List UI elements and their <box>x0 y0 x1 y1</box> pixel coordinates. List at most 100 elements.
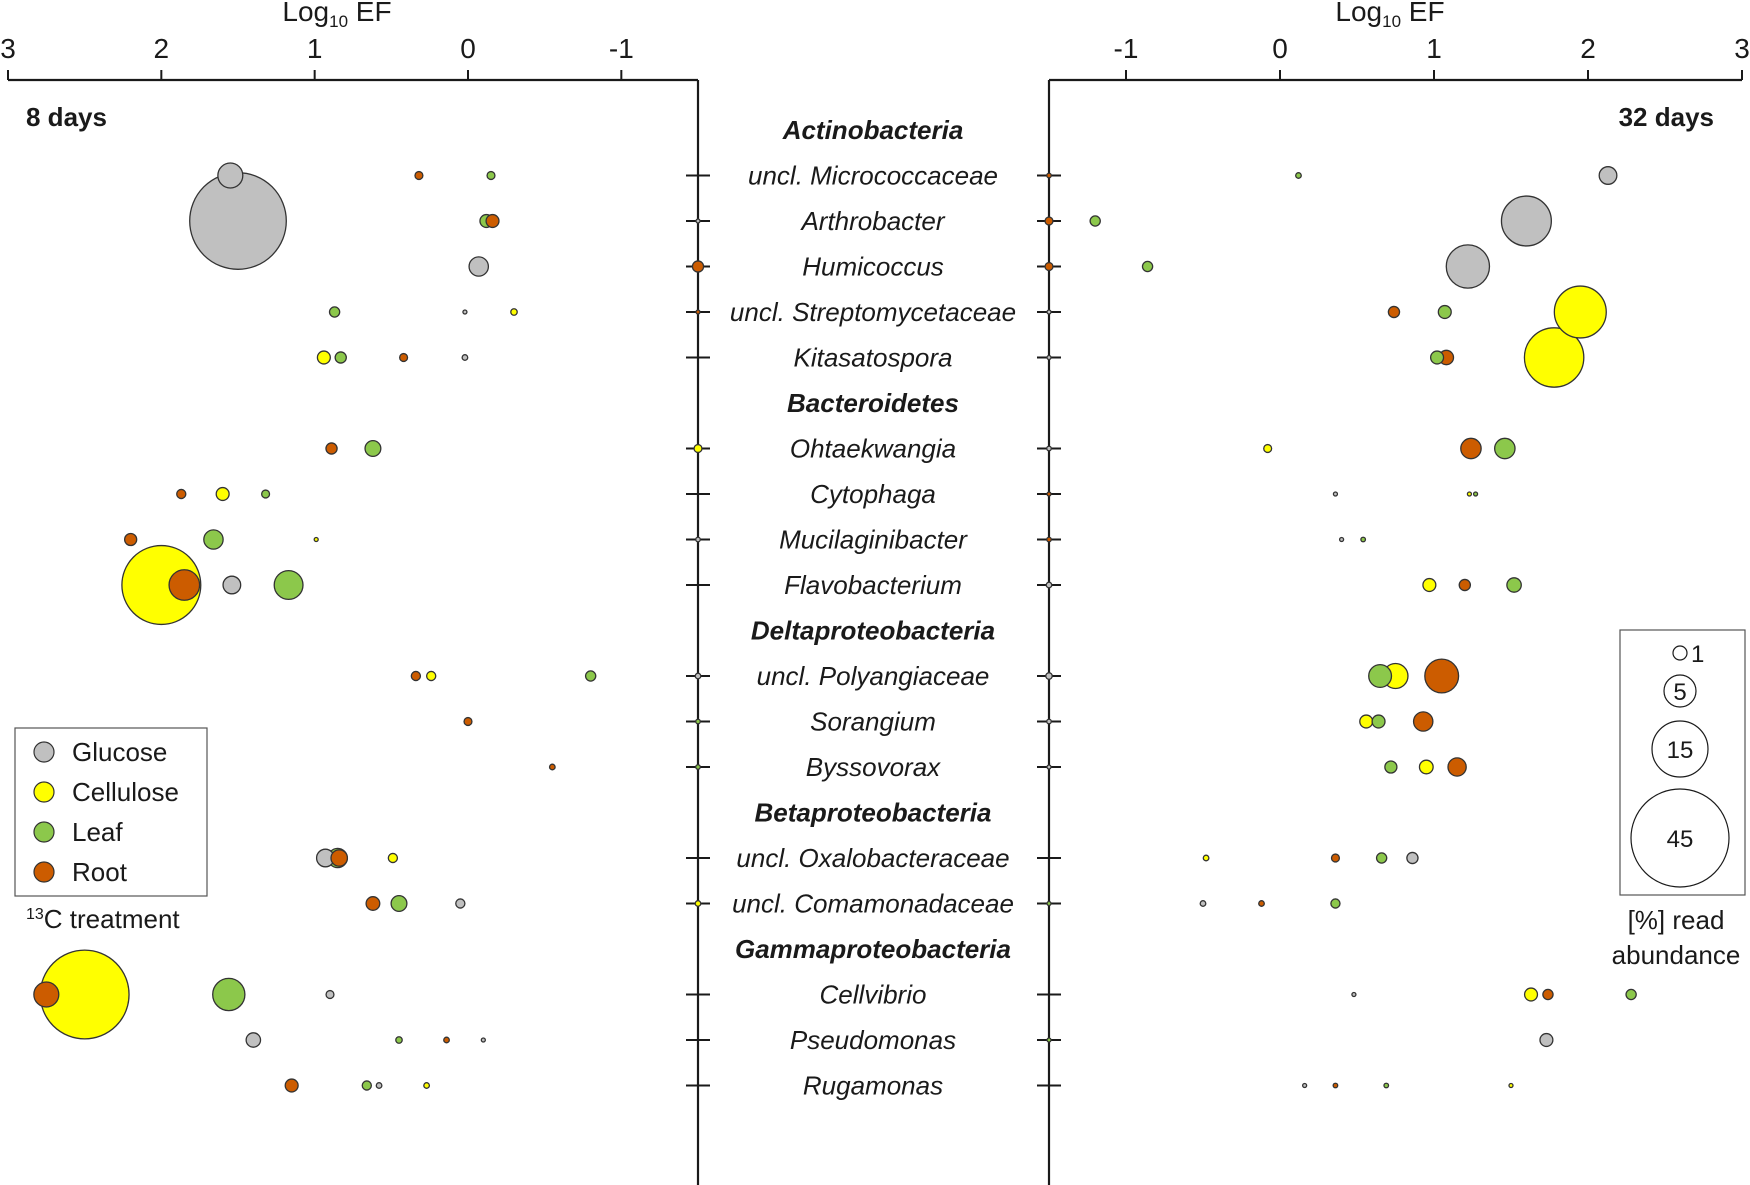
right-x-tick-label: 2 <box>1580 33 1596 64</box>
bubble-32d-uncl-streptomycetaceae-cellulose <box>1553 285 1607 339</box>
bubble-8d-uncl-polyangiaceae-leaf <box>584 670 597 682</box>
bubble-8d-flavobacterium-cellulose <box>121 544 202 626</box>
bubble-8d-uncl-streptomycetaceae-leaf <box>328 306 341 318</box>
x-axis-ticks: 3 2 1 0 -1 -1 0 1 2 3 <box>0 33 1750 80</box>
bubble-32d-rugamonas-root <box>1332 1082 1339 1089</box>
left-panel-label: 8 days <box>26 102 107 132</box>
bubble-8d-uncl-comamonadaceae-cellulose <box>694 900 702 907</box>
bubble-8d-mucilaginibacter-cellulose <box>313 536 319 543</box>
right-x-tick-label: 3 <box>1734 33 1750 64</box>
phylum-label: Bacteroidetes <box>787 388 959 418</box>
right-panel-label: 32 days <box>1619 102 1714 132</box>
bubble-32d-humicoccus-leaf <box>1141 260 1154 273</box>
bubble-32d-flavobacterium-leaf <box>1506 577 1522 593</box>
bubble-32d-cytophaga-glucose <box>1332 491 1339 497</box>
bubble-8d-humicoccus-glucose <box>468 256 490 277</box>
left-x-tick-label: 0 <box>460 33 476 64</box>
bubble-32d-mucilaginibacter-glucose <box>1338 536 1345 543</box>
bubble-8d-cellvibrio-leaf <box>212 977 246 1012</box>
bubble-8d-uncl-streptomycetaceae-glucose <box>462 309 468 315</box>
bubble-32d-rugamonas-glucose <box>1301 1082 1308 1089</box>
bubble-8d-pseudomonas-glucose <box>245 1032 262 1048</box>
phylum-label: Deltaproteobacteria <box>751 616 995 646</box>
bubble-8d-uncl-polyangiaceae-root <box>410 670 422 682</box>
taxon-label: Cellvibrio <box>820 980 927 1010</box>
legend-label-leaf: Leaf <box>72 817 123 847</box>
bubble-32d-cellvibrio-root <box>1542 988 1554 1001</box>
bubbles-8-days <box>33 162 705 1093</box>
bubble-8d-uncl-micrococcaceae-root <box>414 170 424 181</box>
bubble-32d-uncl-polyangiaceae-glucose <box>1045 672 1053 680</box>
bubble-32d-kitasatospora-leaf <box>1429 350 1445 365</box>
left-axis-title: Log10 EF <box>282 0 391 31</box>
bubble-8d-uncl-comamonadaceae-glucose <box>455 898 466 909</box>
bubble-8d-pseudomonas-leaf <box>395 1036 403 1044</box>
bubble-8d-arthrobacter-glucose <box>189 172 287 270</box>
bubble-8d-flavobacterium-root <box>168 569 201 601</box>
bubble-8d-kitasatospora-glucose <box>461 354 469 361</box>
bubble-8d-pseudomonas-root <box>443 1036 450 1044</box>
bubble-8d-uncl-micrococcaceae-glucose <box>217 162 244 189</box>
taxon-label: Flavobacterium <box>784 570 962 600</box>
bubble-8d-kitasatospora-leaf <box>334 351 347 364</box>
left-x-tick-label: -1 <box>609 33 634 64</box>
bubble-8d-mucilaginibacter-root <box>123 532 138 547</box>
bubble-32d-uncl-streptomycetaceae-leaf <box>1437 304 1452 320</box>
bubble-32d-mucilaginibacter-leaf <box>1360 536 1367 543</box>
size-legend-label-1: 1 <box>1691 641 1704 668</box>
bubble-32d-flavobacterium-root <box>1458 578 1472 592</box>
left-x-tick-label: 3 <box>0 33 16 64</box>
bubble-32d-uncl-comamonadaceae-leaf <box>1046 900 1052 907</box>
bubble-32d-cytophaga-root <box>1046 491 1052 497</box>
size-legend-label-45: 45 <box>1667 826 1694 853</box>
bubble-8d-humicoccus-root <box>691 260 705 273</box>
bubble-8d-mucilaginibacter-glucose <box>695 536 701 543</box>
size-legend-label-15: 15 <box>1667 737 1694 764</box>
bubble-32d-flavobacterium-glucose <box>1045 581 1053 589</box>
right-x-tick-label: 0 <box>1272 33 1288 64</box>
phylum-label: Actinobacteria <box>782 115 964 145</box>
right-x-tick-label: -1 <box>1114 33 1139 64</box>
bubble-32d-sorangium-root <box>1412 711 1434 732</box>
bubble-8d-uncl-oxalobacteraceae-root <box>330 849 349 867</box>
bubble-32d-uncl-polyangiaceae-root <box>1424 658 1460 694</box>
legend-label-root: Root <box>72 857 128 887</box>
size-legend-caption-line1: [%] read <box>1628 905 1725 935</box>
taxon-label: Arthrobacter <box>799 206 945 236</box>
taxon-label: uncl. Streptomycetaceae <box>730 297 1016 327</box>
legend-label-glucose: Glucose <box>72 737 167 767</box>
legend-caption: 13C treatment <box>26 904 180 934</box>
bubble-32d-cellvibrio-glucose <box>1351 991 1357 998</box>
legend-marker-leaf <box>33 821 55 843</box>
legend-marker-glucose <box>33 741 55 763</box>
bubble-32d-uncl-oxalobacteraceae-cellulose <box>1202 854 1210 862</box>
bubble-8d-uncl-polyangiaceae-glucose <box>694 672 702 680</box>
bubble-32d-humicoccus-glucose <box>1445 244 1491 289</box>
bubble-8d-arthrobacter-root <box>485 213 500 229</box>
bubble-32d-ohtaekwangia-leaf <box>1494 437 1516 460</box>
bubble-8d-uncl-comamonadaceae-root <box>365 896 381 911</box>
right-x-tick-label: 1 <box>1426 33 1442 64</box>
bubble-32d-ohtaekwangia-root <box>1460 437 1482 460</box>
bubble-8d-pseudomonas-glucose <box>480 1037 486 1043</box>
bubble-8d-ohtaekwangia-cellulose <box>693 443 703 454</box>
bubble-8d-uncl-comamonadaceae-leaf <box>390 894 408 913</box>
bubble-32d-kitasatospora-cellulose <box>1523 327 1585 388</box>
bubble-8d-uncl-polyangiaceae-cellulose <box>425 670 437 682</box>
bubble-32d-cellvibrio-leaf <box>1625 988 1637 1001</box>
bubble-32d-mucilaginibacter-root <box>1046 536 1052 543</box>
bubble-8d-mucilaginibacter-leaf <box>203 529 224 550</box>
size-legend-circle-45 <box>1630 788 1730 888</box>
bubbles-32-days <box>1044 166 1637 1089</box>
bubble-32d-humicoccus-root <box>1044 261 1054 272</box>
bubble-32d-byssovorax-root <box>1447 757 1467 777</box>
bubble-8d-flavobacterium-leaf <box>273 569 304 601</box>
bubble-8d-rugamonas-cellulose <box>423 1082 431 1089</box>
bubble-32d-uncl-oxalobacteraceae-leaf <box>1375 852 1388 864</box>
right-axis-title: Log10 EF <box>1335 0 1444 31</box>
bubble-32d-sorangium-cellulose <box>1359 714 1374 729</box>
bubble-32d-sorangium-leaf <box>1371 714 1386 729</box>
size-legend-circle-5 <box>1663 674 1697 708</box>
taxon-label: Byssovorax <box>806 752 941 782</box>
bubble-32d-uncl-oxalobacteraceae-root <box>1330 853 1341 863</box>
